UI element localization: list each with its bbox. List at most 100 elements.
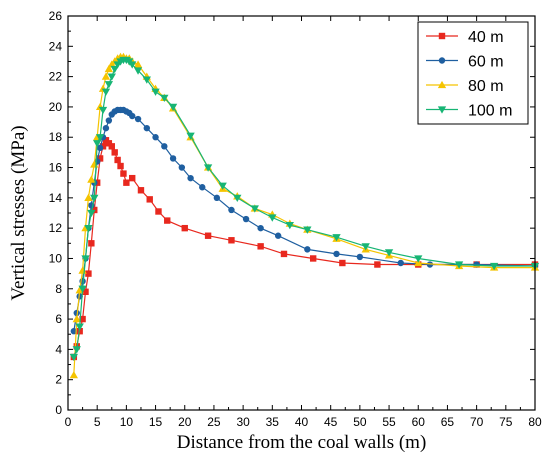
x-tick-label: 55 [382,415,396,429]
data-point [72,314,81,323]
x-tick-label: 60 [412,415,426,429]
x-tick-label: 15 [149,415,163,429]
data-point [96,144,104,152]
data-point [155,208,162,215]
y-tick-label: 22 [49,70,63,84]
data-point [426,261,434,268]
x-tick-label: 30 [236,415,250,429]
data-point [228,237,235,244]
data-point [233,194,242,203]
data-point [228,206,235,214]
data-point [161,143,168,150]
data-point [199,184,206,191]
y-tick-label: 8 [55,282,62,296]
data-point [250,205,259,213]
x-tick-label: 70 [470,415,484,429]
data-point [304,246,311,253]
data-point [111,149,118,156]
data-point [88,240,95,247]
data-point [242,215,250,223]
legend-label: 60 m [468,54,504,71]
data-point [105,117,113,124]
y-tick-label: 12 [49,221,63,235]
y-tick-label: 4 [55,342,62,356]
legend-item: 100 m [426,103,512,120]
data-point [218,182,227,190]
y-tick-label: 20 [49,100,63,114]
data-point [213,194,221,202]
data-point [303,226,312,234]
data-point [79,315,86,323]
series-100-m [69,56,540,362]
data-point [414,255,423,263]
data-point [274,232,282,239]
data-point [107,73,116,81]
legend-swatch-marker [438,32,446,40]
data-point [90,194,99,203]
data-point [186,132,195,140]
data-point [134,115,142,123]
series-line [73,109,536,332]
data-point [473,261,480,268]
legend-label: 40 m [468,29,504,46]
data-point [454,261,464,269]
data-point [168,103,178,112]
data-point [84,193,93,201]
x-tick-label: 50 [353,415,367,429]
x-tick-label: 75 [499,415,513,429]
data-point [137,187,145,194]
data-point [384,249,394,257]
x-tick-label: 80 [528,415,542,429]
data-point [187,174,194,182]
data-point [87,175,96,183]
legend-swatch-marker [437,106,447,114]
data-point [204,232,212,239]
legend-item: 60 m [426,54,504,71]
data-point [87,209,96,218]
data-point [117,162,124,170]
data-point [333,250,340,258]
x-tick-label: 0 [65,415,72,429]
data-point [75,323,84,331]
data-point [356,253,364,261]
y-tick-label: 14 [49,191,63,205]
data-point [102,124,110,132]
data-point [169,155,177,162]
data-point [69,353,78,362]
data-point [332,234,341,242]
x-tick-label: 45 [324,415,338,429]
data-point [101,88,111,96]
x-tick-label: 10 [120,415,134,429]
data-point [73,309,80,317]
data-point [285,222,294,230]
data-point [72,346,81,354]
y-tick-label: 26 [49,9,63,23]
data-point [104,81,114,89]
data-point [95,134,105,142]
x-axis-title: Distance from the coal walls (m) [177,432,427,453]
y-axis-title: Vertical stresses (MPa) [8,125,29,300]
data-point [397,259,404,267]
data-point [98,106,108,115]
data-point [361,243,370,251]
x-tick-label: 35 [266,415,280,429]
legend-label: 100 m [468,103,512,120]
data-point [123,179,130,186]
y-tick-label: 18 [49,130,63,144]
data-point [203,164,213,172]
legend: 40 m 60 m 80 m 100 m [417,21,529,125]
data-point [133,67,143,75]
data-point [70,328,78,335]
y-tick-label: 0 [55,403,62,417]
axes: 0 5 10 15 20 25 30 35 40 45 50 55 60 65 70 75 8002468101… [49,9,542,429]
data-point [164,217,171,224]
data-point [257,243,264,250]
data-point [82,288,89,295]
x-tick-label: 40 [295,415,309,429]
data-point [280,250,288,258]
y-tick-label: 16 [49,161,63,175]
data-point [78,266,87,274]
data-point [78,285,87,293]
